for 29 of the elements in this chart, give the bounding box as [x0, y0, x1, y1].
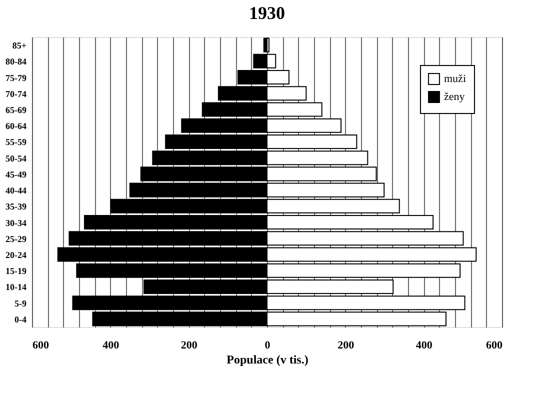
y-tick-label: 30-34: [6, 218, 27, 228]
y-tick-label: 50-54: [6, 153, 27, 164]
y-tick-label: 20-24: [6, 250, 27, 260]
y-tick-label: 75-79: [6, 72, 27, 83]
y-tick-label: 0-4: [14, 314, 27, 324]
y-tick-label: 80-84: [6, 56, 27, 67]
y-tick-label: 85+: [12, 40, 26, 51]
x-tick-label: 600: [486, 340, 503, 352]
legend-label: muži: [444, 73, 466, 85]
y-tick-label: 10-14: [6, 282, 27, 292]
legend-label: ženy: [444, 91, 466, 103]
chart-title: 1930: [249, 3, 285, 23]
y-tick-label: 5-9: [14, 298, 27, 308]
y-tick-label: 70-74: [6, 88, 27, 99]
x-tick-label: 400: [416, 340, 433, 352]
x-tick-label: 0: [264, 340, 271, 352]
y-tick-label: 55-59: [6, 137, 27, 148]
y-tick-label: 35-39: [6, 202, 27, 212]
y-tick-label: 15-19: [6, 266, 27, 276]
y-tick-label: 65-69: [6, 105, 27, 115]
y-tick-label: 25-29: [6, 234, 27, 244]
y-tick-label: 45-49: [6, 169, 27, 180]
x-tick-label: 200: [180, 340, 198, 352]
y-tick-label: 40-44: [6, 186, 27, 196]
y-tick-label: 60-64: [6, 121, 27, 132]
x-tick-label: 600: [32, 340, 50, 352]
x-tick-label: 400: [102, 340, 120, 352]
x-axis-title: Populace (v tis.): [226, 352, 308, 366]
x-tick-label: 200: [338, 340, 355, 352]
